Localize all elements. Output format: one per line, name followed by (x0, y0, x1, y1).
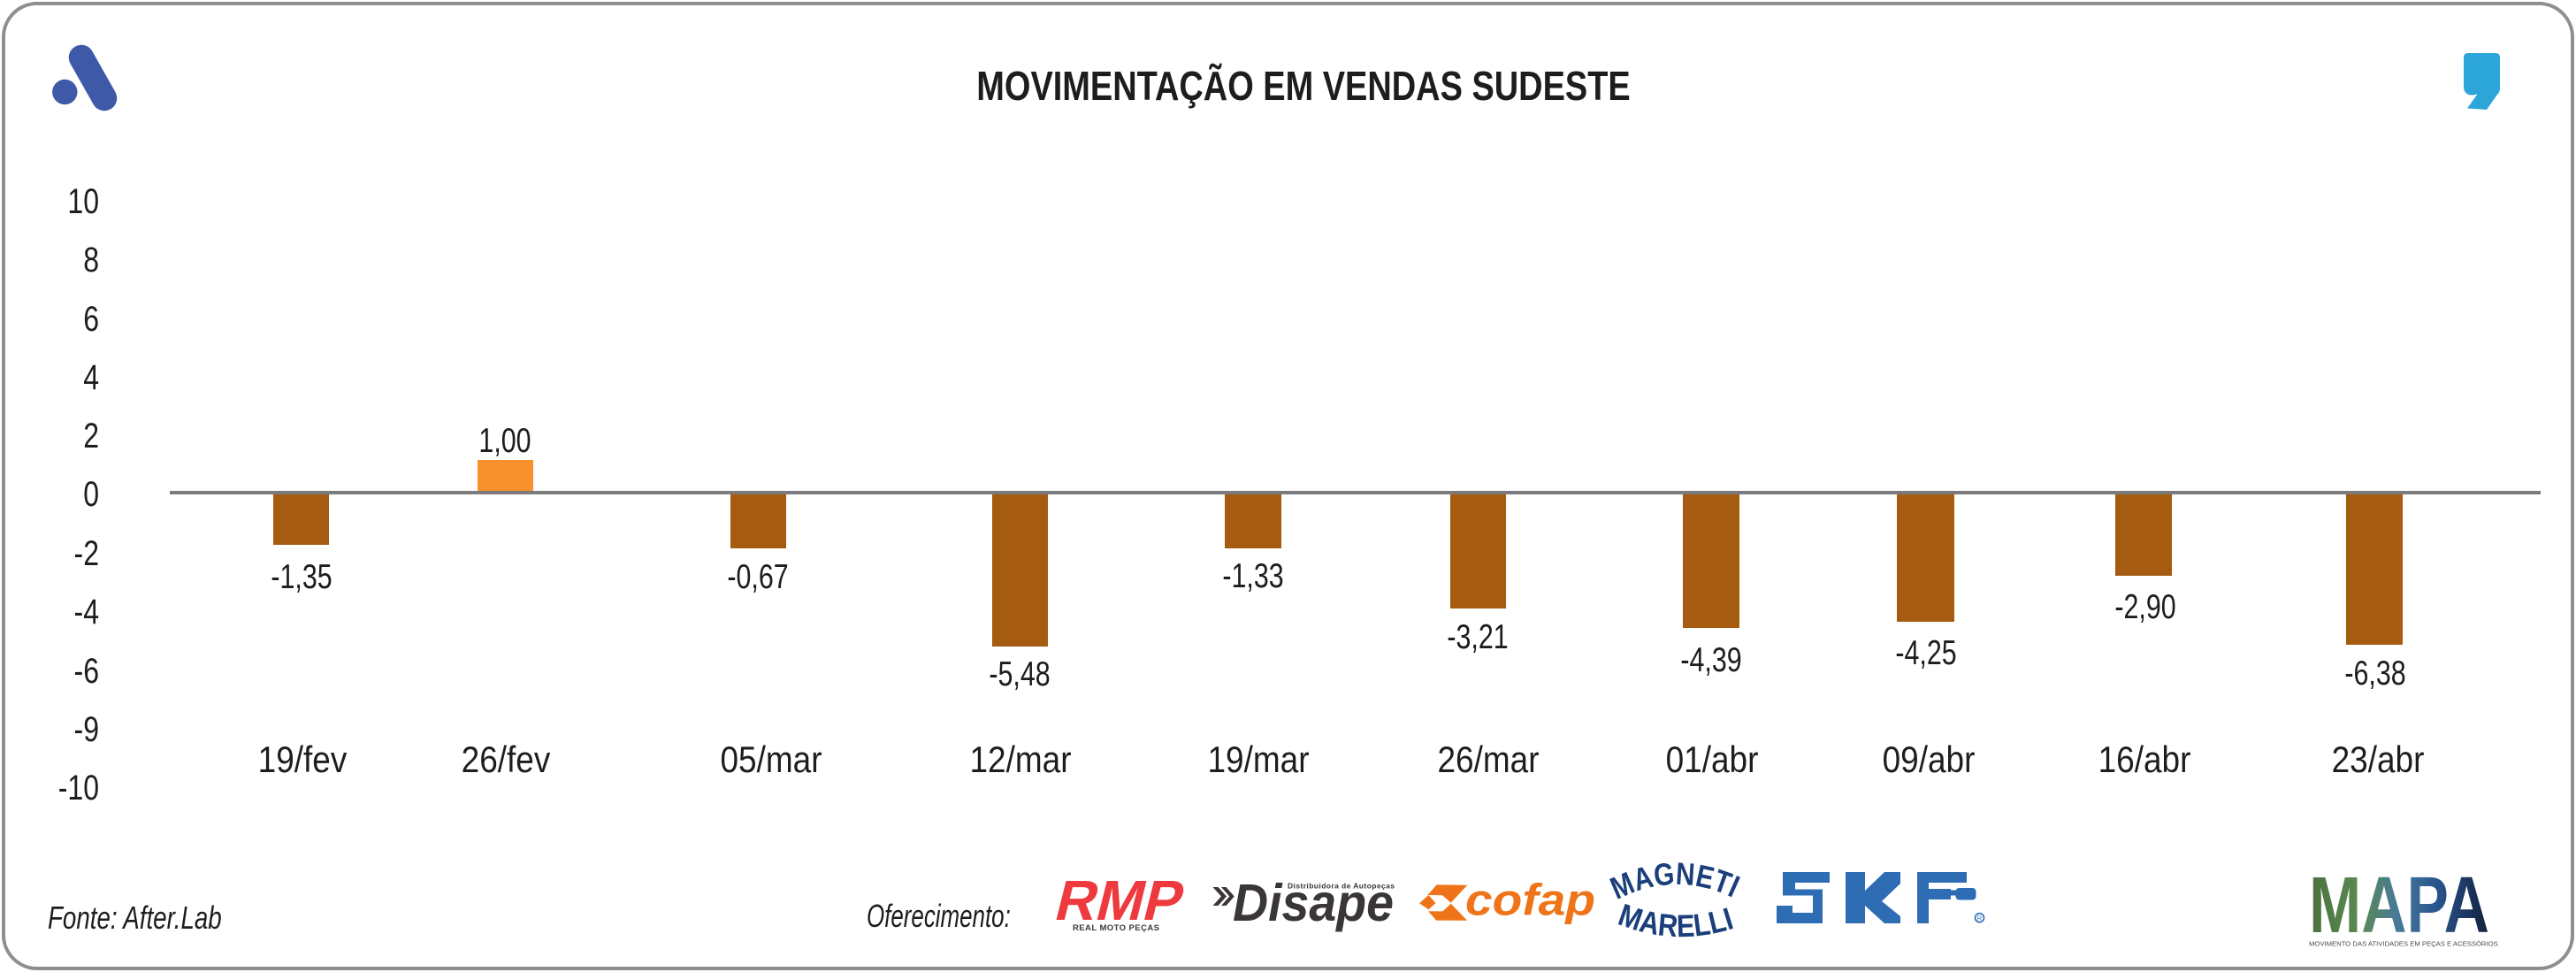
svg-text:REAL MOTO PEÇAS: REAL MOTO PEÇAS (1073, 923, 1159, 933)
svg-text:R: R (1976, 915, 1982, 922)
svg-text:Distribuidora de Autopeças: Distribuidora de Autopeças (1288, 882, 1395, 891)
svg-text:RMP: RMP (1050, 869, 1191, 932)
svg-text:MAPA: MAPA (2309, 861, 2489, 950)
svg-text:Disape: Disape (1233, 874, 1394, 932)
svg-text:MOVIMENTO DAS ATIVIDADES EM PE: MOVIMENTO DAS ATIVIDADES EM PEÇAS E ACES… (2309, 939, 2498, 947)
svg-text:cofap: cofap (1465, 875, 1595, 924)
